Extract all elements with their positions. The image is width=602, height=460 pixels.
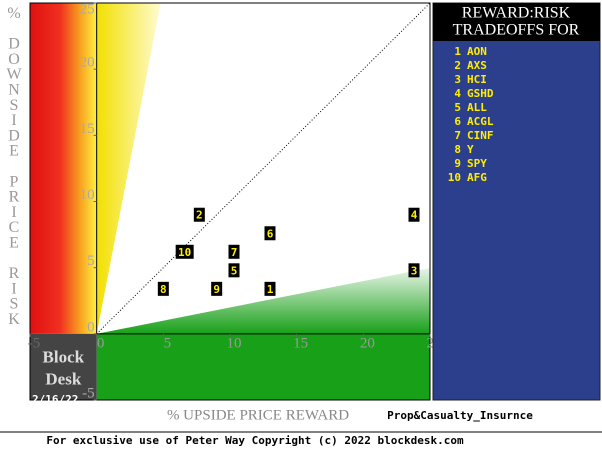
- point-label: 10: [178, 246, 191, 259]
- legend-name: AON: [467, 45, 487, 58]
- y-tick-label: 15: [80, 121, 95, 137]
- brand: Desk: [45, 370, 81, 389]
- brand: Block: [43, 348, 85, 367]
- parity-line: [96, 2, 431, 335]
- legend-number: 4: [454, 87, 461, 100]
- y-tick-label: -5: [82, 385, 95, 401]
- legend-name: ACGL: [467, 115, 494, 128]
- point-label: 4: [411, 209, 418, 222]
- legend-number: 2: [454, 59, 461, 72]
- x-tick-label: -5: [28, 335, 41, 351]
- x-tick-label: 20: [360, 335, 375, 351]
- point: [175, 244, 194, 259]
- point: [408, 263, 420, 278]
- date: 2/16/22: [32, 393, 78, 406]
- plot-area: BlockDesk2/16/22-50510152025-50510152025…: [28, 1, 442, 405]
- legend-name: SPY: [467, 157, 487, 170]
- point-label: 1: [267, 283, 274, 296]
- legend-number: 6: [454, 115, 461, 128]
- x-tick-label: 15: [293, 335, 308, 351]
- favorable-zone: [96, 267, 431, 334]
- legend-name: CINF: [467, 129, 494, 142]
- below-zero-zone: [96, 333, 431, 400]
- legend-number: 1: [454, 45, 461, 58]
- point: [193, 207, 205, 222]
- legend-number: 10: [448, 171, 461, 184]
- point-label: 6: [267, 227, 274, 240]
- legend-number: 5: [454, 101, 461, 114]
- point-label: 3: [411, 264, 418, 277]
- point-label: 5: [231, 264, 238, 277]
- point: [157, 281, 169, 296]
- risk-zone: [30, 3, 97, 334]
- legend-name: ALL: [467, 101, 487, 114]
- point-label: 8: [160, 283, 167, 296]
- x-axis-label: % UPSIDE PRICE REWARD: [167, 407, 349, 423]
- point-label: 9: [213, 283, 220, 296]
- point: [228, 263, 240, 278]
- legend-title: TRADEOFFS FOR: [453, 22, 580, 39]
- y-tick-label: 5: [87, 253, 95, 269]
- legend-name: AXS: [467, 59, 487, 72]
- point-label: 2: [196, 209, 203, 222]
- point: [211, 281, 223, 296]
- caution-zone: [96, 3, 161, 334]
- x-tick-label: 5: [164, 335, 172, 351]
- point: [228, 244, 240, 259]
- legend-header: [433, 3, 600, 41]
- point: [264, 226, 276, 241]
- legend-name: Y: [467, 143, 474, 156]
- legend-panel: [432, 2, 601, 401]
- x-tick-label: 0: [97, 335, 105, 351]
- legend-name: HCI: [467, 73, 487, 86]
- point: [264, 281, 276, 296]
- plot-frame: [29, 2, 431, 401]
- subtitle: Prop&Casualty_Insurnce: [387, 409, 533, 422]
- legend-number: 8: [454, 143, 461, 156]
- y-tick-label: 20: [80, 55, 95, 71]
- legend-title: REWARD:RISK: [462, 5, 571, 22]
- y-tick-label: 0: [87, 319, 95, 335]
- point: [408, 207, 420, 222]
- legend-name: GSHD: [467, 87, 494, 100]
- y-tick-label: 10: [80, 187, 95, 203]
- legend-name: AFG: [467, 171, 487, 184]
- x-tick-label: 10: [227, 335, 242, 351]
- brand-box: [30, 333, 97, 400]
- point-label: 7: [231, 246, 238, 259]
- legend-number: 7: [454, 129, 461, 142]
- y-tick-label: 25: [80, 1, 95, 17]
- legend-number: 9: [454, 157, 461, 170]
- legend-number: 3: [454, 73, 461, 86]
- footer: For exclusive use of Peter Way Copyright…: [46, 434, 464, 447]
